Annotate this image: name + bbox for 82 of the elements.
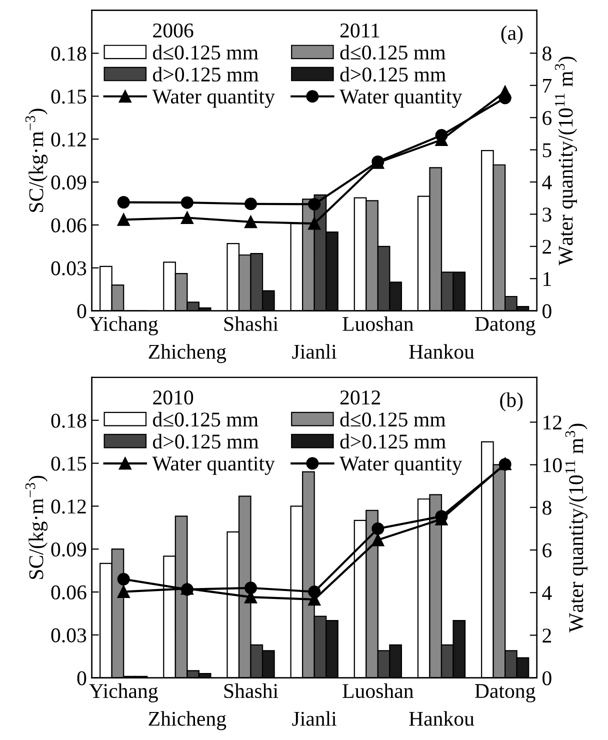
y2-tick-label: 4: [542, 586, 552, 600]
x-tick-label: Luoshan: [342, 683, 414, 698]
legend-label: d>0.125 mm: [152, 66, 259, 82]
y2-tick-label: 8: [542, 500, 552, 515]
y2-tick-label: 6: [542, 543, 552, 558]
x-tick-label: Zhicheng: [148, 711, 226, 730]
x-tick-label: Zhicheng: [148, 344, 226, 364]
y2-axis-title: Water quantity/(10$^{11}$ m$^{3}$): [565, 424, 588, 632]
legend-label: d≤0.125 mm: [340, 412, 446, 427]
y2-tick-label: 0: [542, 671, 552, 686]
legend-label: d≤0.125 mm: [340, 44, 446, 60]
y2-tick-label: 6: [542, 111, 552, 126]
y2-tick-label: 4: [542, 176, 552, 190]
y2-tick-label: 1: [544, 272, 551, 286]
annotation: 2006: [153, 23, 194, 38]
x-tick-label: Yichang: [89, 683, 158, 702]
y2-tick-label: 8: [542, 46, 552, 61]
y2-tick-label: 2: [542, 628, 551, 642]
point: [244, 216, 258, 228]
annotation: 2011: [340, 23, 380, 38]
legend-label: d>0.125 mm: [340, 66, 446, 82]
x-tick-label: Hankou: [409, 344, 474, 359]
y-tick-label: 0.18: [51, 414, 86, 428]
legend-label: d>0.125 mm: [152, 434, 259, 449]
y2-tick-label: 3: [542, 208, 552, 222]
x-tick-label: Datong: [475, 317, 536, 336]
point: [117, 196, 130, 209]
point: [435, 129, 448, 142]
y2-tick-label: 5: [542, 143, 552, 158]
y2-tick-label: 10: [544, 458, 562, 472]
y-tick-label: 0.09: [51, 175, 86, 190]
point: [244, 582, 258, 594]
x-tick-label: Jianli: [292, 711, 337, 726]
point: [117, 213, 130, 226]
point: [117, 572, 130, 586]
point: [308, 586, 321, 598]
y2-tick-label: 12: [544, 416, 562, 430]
legend-label: Water quantity: [340, 90, 462, 108]
y-tick-label: 0.06: [51, 218, 86, 232]
legend-label: Water quantity: [152, 90, 275, 108]
annotation: 2012: [340, 390, 380, 405]
x-tick-label: Shashi: [224, 683, 278, 698]
y-tick-label: 0.06: [51, 585, 86, 600]
y2-tick-label: 7: [543, 78, 552, 93]
point: [180, 211, 194, 224]
annotation: 2010: [153, 390, 194, 405]
y-tick-label: 0: [77, 671, 86, 686]
y-tick-label: 0.12: [51, 132, 86, 147]
point: [498, 92, 512, 104]
legend-label: d>0.125 mm: [340, 434, 446, 449]
annotation: (a): [501, 25, 523, 44]
point: [372, 534, 384, 546]
y-tick-label: 0.15: [51, 90, 86, 104]
point: [244, 198, 258, 210]
point: [180, 196, 194, 209]
y-tick-label: 0.12: [51, 500, 86, 514]
y2-tick-label: 2: [542, 240, 551, 254]
y-axis-title: SC/(kg·m$^{−3}$): [25, 476, 48, 579]
legend-label: d≤0.125 mm: [152, 44, 258, 60]
y-axis-title: SC/(kg·m$^{−3}$): [25, 108, 48, 212]
x-tick-label: Hankou: [409, 711, 474, 726]
x-tick-label: Jianli: [292, 344, 337, 359]
y-tick-label: 0: [77, 304, 86, 318]
y-tick-label: 0.18: [51, 46, 86, 61]
y2-axis-title: Water quantity/(10$^{11}$ m$^{3}$): [554, 56, 578, 266]
annotation: (b): [500, 392, 523, 412]
y-tick-label: 0.03: [51, 628, 86, 642]
y2-tick-label: 0: [542, 304, 552, 318]
point: [308, 198, 321, 210]
point: [308, 217, 321, 230]
legend-label: Water quantity: [340, 456, 462, 475]
x-tick-label: Datong: [475, 684, 536, 702]
x-tick-label: Shashi: [224, 316, 278, 332]
x-tick-label: Yichang: [89, 316, 158, 336]
legend-label: d≤0.125 mm: [152, 412, 258, 427]
x-tick-label: Luoshan: [342, 316, 414, 332]
y-tick-label: 0.15: [51, 456, 86, 471]
legend-label: Water quantity: [152, 456, 275, 475]
y-tick-label: 0.03: [51, 261, 86, 276]
point: [117, 586, 130, 598]
y-tick-label: 0.09: [51, 542, 86, 557]
point: [372, 522, 384, 535]
